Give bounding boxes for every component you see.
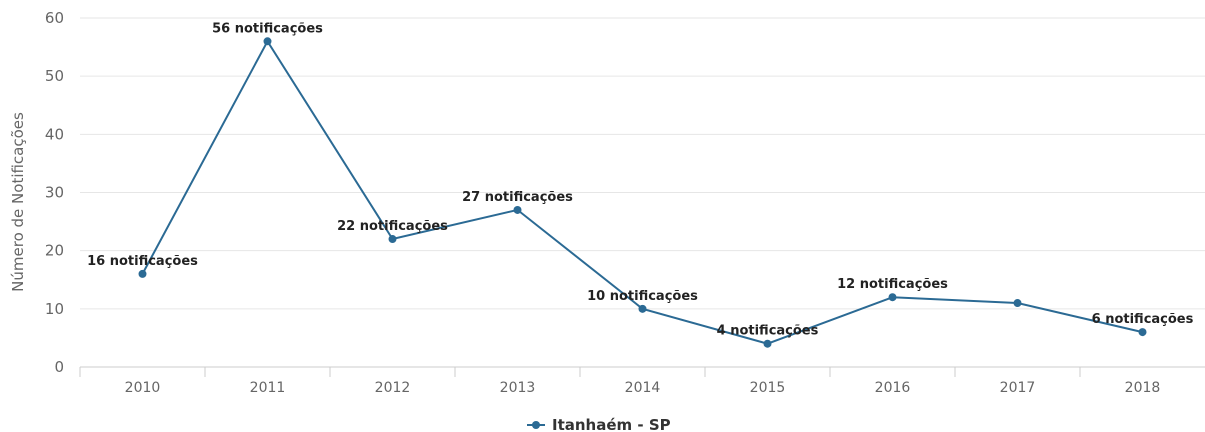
- data-point[interactable]: [638, 304, 647, 313]
- x-tick-label: 2011: [250, 380, 286, 396]
- data-label: 16 notificações: [87, 254, 198, 269]
- legend-label: Itanhaém - SP: [552, 416, 671, 432]
- axis-layer: [79, 366, 1205, 377]
- y-axis-title: Número de Notificações: [9, 112, 27, 292]
- x-tick-label: 2012: [375, 380, 411, 396]
- y-tick-label: 60: [45, 9, 64, 27]
- data-label: 10 notificações: [587, 289, 698, 304]
- y-tick-labels: 0 10 20 30 40 50 60: [45, 9, 64, 376]
- x-tick-label: 2013: [500, 380, 536, 396]
- y-tick-label: 50: [45, 67, 64, 85]
- data-label: 22 notificações: [337, 219, 448, 234]
- data-point[interactable]: [888, 293, 897, 302]
- data-label: 4 notificações: [717, 324, 819, 339]
- x-tick-label: 2010: [125, 380, 161, 396]
- data-point[interactable]: [763, 339, 772, 348]
- data-label: 6 notificações: [1092, 312, 1194, 327]
- y-tick-label: 20: [45, 242, 64, 260]
- grid-layer: [80, 17, 1205, 310]
- data-label: 27 notificações: [462, 190, 573, 205]
- x-tick-label: 2015: [750, 380, 786, 396]
- y-tick-label: 30: [45, 184, 64, 202]
- legend[interactable]: Itanhaém - SP: [527, 416, 671, 432]
- data-point[interactable]: [388, 235, 397, 244]
- x-tick-labels: 2010 2011 2012 2013 2014 2015 2016 2017 2018: [125, 380, 1161, 396]
- x-tick-label: 2017: [1000, 380, 1036, 396]
- data-point[interactable]: [138, 269, 147, 278]
- y-tick-label: 0: [54, 358, 64, 376]
- x-tick-label: 2018: [1125, 380, 1161, 396]
- x-tick-label: 2014: [625, 380, 661, 396]
- y-tick-label: 40: [45, 125, 64, 143]
- x-tick-label: 2016: [875, 380, 911, 396]
- data-point[interactable]: [1013, 299, 1022, 308]
- data-label: 56 notificações: [212, 21, 323, 36]
- data-point[interactable]: [263, 37, 272, 46]
- legend-marker-icon: [532, 421, 540, 429]
- data-labels: 16 notificações 56 notificações 22 notific…: [87, 21, 1194, 338]
- data-point[interactable]: [513, 205, 522, 214]
- series-layer: [138, 37, 1147, 348]
- data-point[interactable]: [1138, 328, 1147, 337]
- y-tick-label: 10: [45, 300, 64, 318]
- data-label: 12 notificações: [837, 277, 948, 292]
